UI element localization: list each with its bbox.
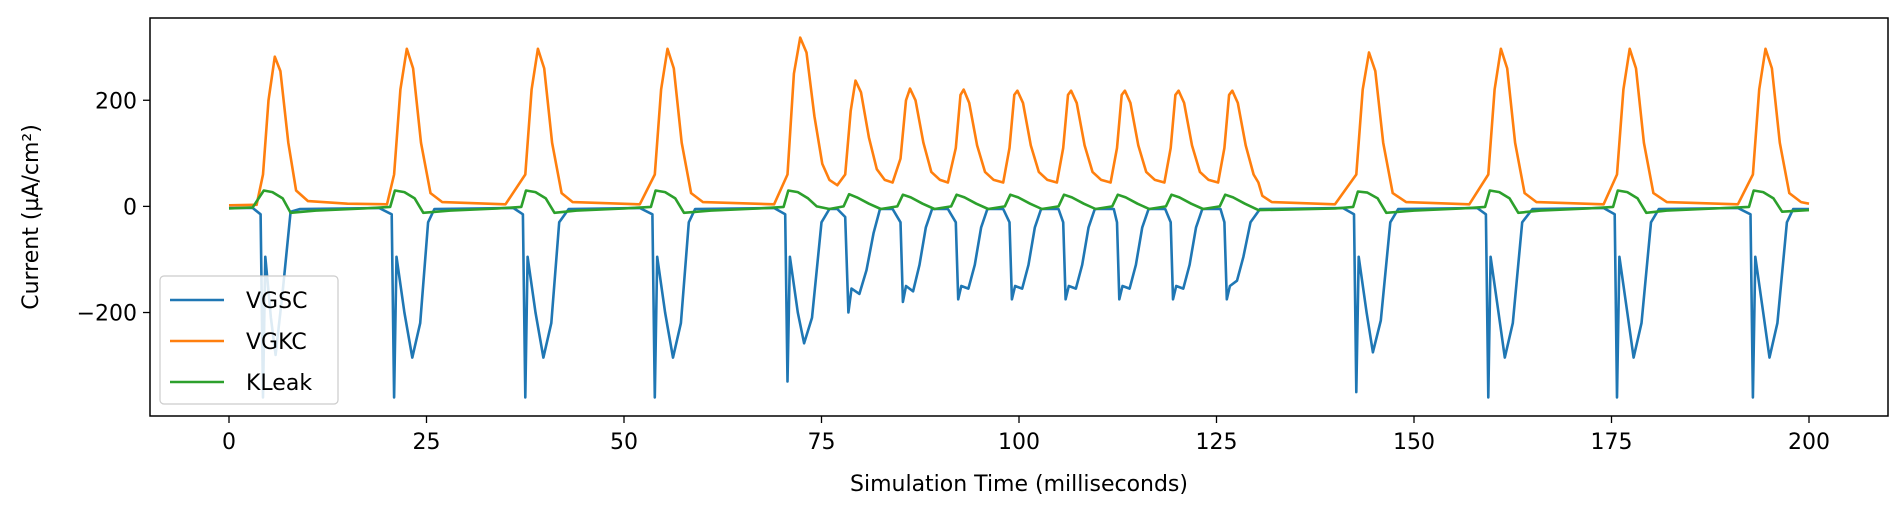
series-line-vgkc <box>228 36 1810 207</box>
plot-area <box>150 18 1888 416</box>
x-tick-label: 100 <box>998 430 1040 455</box>
y-tick-label: −200 <box>77 302 137 327</box>
x-tick-label: 50 <box>610 430 638 455</box>
y-tick-label: 0 <box>123 195 137 220</box>
x-tick-label: 200 <box>1788 430 1830 455</box>
series-line-kleak <box>228 189 1810 215</box>
x-tick-label: 25 <box>413 430 441 455</box>
x-tick-label: 75 <box>808 430 836 455</box>
y-tick-label: 200 <box>95 89 137 114</box>
x-tick-label: 175 <box>1591 430 1633 455</box>
x-tick-label: 0 <box>222 430 236 455</box>
legend-label-vgsc: VGSC <box>246 289 307 314</box>
legend: VGSC VGKC KLeak <box>159 275 339 405</box>
legend-label-kleak: KLeak <box>246 371 312 396</box>
series-line-vgsc <box>229 206 1809 399</box>
legend-label-vgkc: VGKC <box>246 330 307 355</box>
x-tick-label: 150 <box>1393 430 1435 455</box>
legend-box <box>159 275 339 405</box>
x-tick-label: 125 <box>1196 430 1238 455</box>
y-axis-label: Current (µA/cm²) <box>19 124 44 310</box>
x-axis-label: Simulation Time (milliseconds) <box>850 472 1188 497</box>
